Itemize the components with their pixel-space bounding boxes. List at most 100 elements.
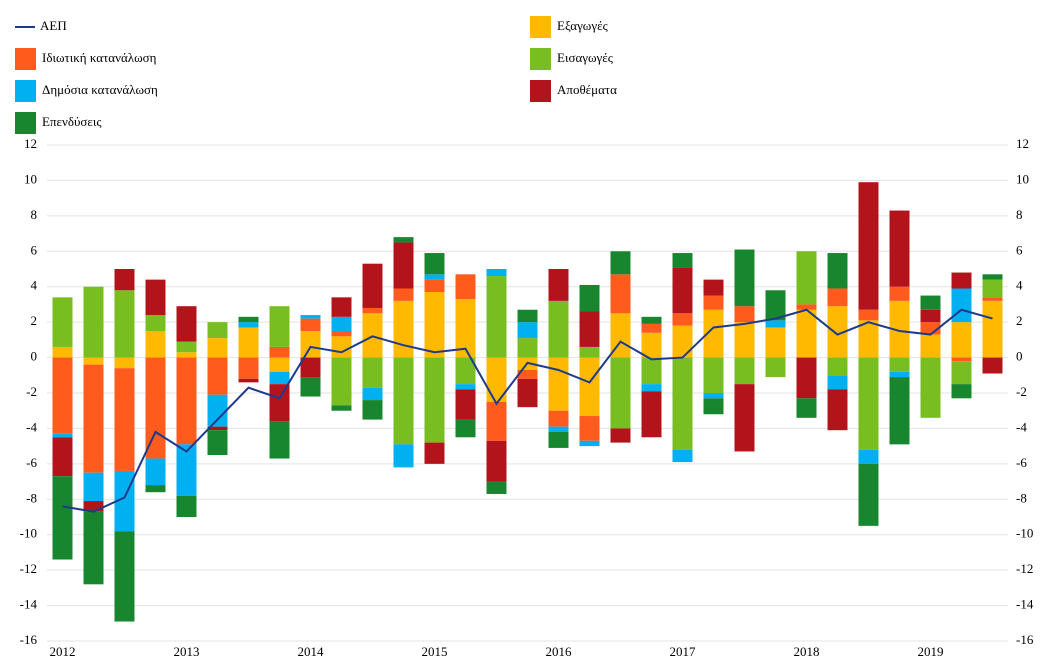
bar-segment — [486, 440, 507, 482]
bar-segment — [207, 322, 228, 339]
y2-tick-label: 4 — [1016, 278, 1023, 293]
legend-swatch — [530, 80, 551, 102]
bar-segment — [951, 384, 972, 399]
bar-segment — [703, 309, 724, 358]
y2-tick-label: -10 — [1016, 526, 1033, 541]
bar-segment — [114, 290, 135, 358]
bar-segment — [145, 331, 166, 358]
bar-segment — [114, 531, 135, 622]
x-tick-label: 2019 — [918, 644, 944, 659]
bar-segment — [982, 279, 1003, 298]
bar-segment — [548, 269, 569, 301]
y-tick-label: 4 — [31, 278, 38, 293]
bar-segment — [300, 377, 321, 397]
y2-tick-label: -12 — [1016, 561, 1033, 576]
y2-tick-label: -8 — [1016, 490, 1027, 505]
bar-segment — [641, 323, 662, 333]
bar-segment — [176, 341, 197, 353]
bar-segment — [331, 297, 352, 317]
bar-segment — [920, 334, 941, 358]
bar-segment — [52, 357, 73, 434]
y-tick-label: 8 — [31, 207, 38, 222]
bar-segment — [393, 444, 414, 468]
bar-segment — [83, 357, 104, 365]
bar-segment — [610, 274, 631, 314]
bar-segment — [827, 375, 848, 390]
bar-segment — [486, 357, 507, 402]
legend-label: ΑΕΠ — [40, 18, 67, 33]
bar-segment — [889, 300, 910, 358]
bar-segment — [331, 336, 352, 358]
bar-segment — [455, 274, 476, 300]
bar-segment — [455, 384, 476, 390]
bar-segment — [145, 458, 166, 486]
bar-segment — [734, 249, 755, 307]
bar-segment — [145, 485, 166, 493]
bar-segment — [331, 331, 352, 337]
bar-segment — [734, 306, 755, 323]
y2-tick-label: 0 — [1016, 349, 1023, 364]
bar-segment — [176, 306, 197, 342]
bar-segment — [393, 288, 414, 301]
bar-segment — [362, 357, 383, 388]
legend-label: Επενδύσεις — [42, 114, 102, 129]
bar-segment — [703, 279, 724, 296]
x-tick-label: 2016 — [546, 644, 573, 659]
bar-segment — [765, 357, 786, 378]
bar-segment — [238, 316, 259, 323]
bar-segment — [765, 320, 786, 328]
bar-segment — [269, 346, 290, 358]
y2-tick-label: 6 — [1016, 242, 1023, 257]
bar-segment — [300, 315, 321, 319]
bar-segment — [982, 357, 1003, 374]
bar-segment — [331, 405, 352, 411]
bar-segment — [455, 419, 476, 438]
bar-segment — [486, 276, 507, 358]
bar-segment — [238, 327, 259, 358]
legend-label: Εξαγωγές — [557, 18, 609, 33]
bar-segment — [486, 269, 507, 277]
bar-segment — [424, 292, 445, 358]
bar-segment — [300, 318, 321, 331]
bar-segment — [548, 300, 569, 358]
bar-segment — [362, 263, 383, 308]
x-tick-label: 2012 — [50, 644, 76, 659]
bar-segment — [982, 274, 1003, 280]
bar-segment — [176, 495, 197, 517]
bar-segment — [207, 357, 228, 395]
bar-segment — [362, 387, 383, 401]
bar-segment — [114, 368, 135, 471]
bar-segment — [672, 325, 693, 358]
bar-segment — [920, 295, 941, 310]
bar-segment — [548, 431, 569, 448]
bar-segment — [393, 357, 414, 445]
bar-segment — [424, 442, 445, 464]
bar-segment — [455, 357, 476, 385]
bar-segment — [548, 426, 569, 432]
bar-segment — [672, 357, 693, 450]
bar-segment — [858, 449, 879, 464]
bar-segment — [579, 357, 600, 417]
x-tick-label: 2015 — [422, 644, 448, 659]
bar-segment — [610, 313, 631, 358]
legend-swatch — [15, 112, 36, 134]
y2-tick-label: 12 — [1016, 136, 1029, 151]
x-tick-label: 2017 — [670, 644, 697, 659]
bar-segment — [827, 288, 848, 307]
bar-segment — [269, 306, 290, 347]
bar-segment — [145, 279, 166, 316]
bar-segment — [858, 463, 879, 526]
bar-segment — [765, 327, 786, 358]
bar-segment — [455, 389, 476, 420]
bar-segment — [982, 300, 1003, 358]
bar-segment — [951, 361, 972, 385]
bar-segment — [331, 357, 352, 406]
bar-segment — [207, 426, 228, 431]
bar-segment — [517, 378, 538, 408]
x-tick-label: 2018 — [794, 644, 820, 659]
bar-segment — [579, 440, 600, 447]
y-tick-label: 2 — [31, 313, 38, 328]
bar-segment — [951, 357, 972, 362]
bar-segment — [52, 437, 73, 477]
